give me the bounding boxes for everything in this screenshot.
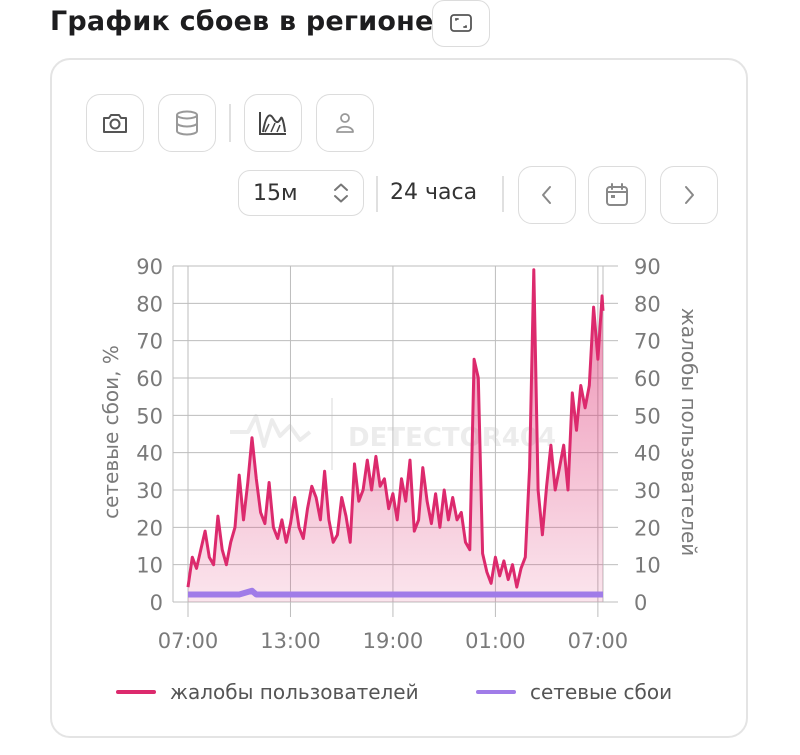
period-label: 24 часа [390,180,478,205]
user-view-button[interactable] [316,94,374,152]
screenshot-button[interactable] [86,94,144,152]
user-icon [336,113,354,133]
interval-value: 15м [253,180,298,206]
chevron-left-icon [542,186,551,204]
camera-icon [103,114,127,133]
data-source-button[interactable] [158,94,216,152]
toolbar-separator [229,104,231,142]
calendar-button[interactable] [588,166,646,224]
fullscreen-button[interactable] [432,0,490,47]
chevron-up-down-icon [334,183,348,203]
database-icon [176,110,198,136]
fullscreen-icon [450,13,472,32]
legend-swatch-complaints [116,690,156,694]
chart-mode-button[interactable] [244,94,302,152]
legend-label-complaints: жалобы пользователей [170,680,419,704]
legend-item-complaints[interactable]: жалобы пользователей [116,680,419,704]
legend-swatch-failures [476,690,516,694]
page-title: График сбоев в регионе [50,6,434,37]
next-period-button[interactable] [660,166,718,224]
toolbar-separator [502,176,504,212]
previous-period-button[interactable] [518,166,576,224]
legend-item-failures[interactable]: сетевые сбои [476,680,672,704]
toolbar-separator [376,176,378,212]
interval-select[interactable]: 15м [238,170,364,216]
calendar-icon [606,183,628,206]
chevron-right-icon [685,186,694,204]
chart-card: 15м 24 часа жалобы пользователей сетевые… [50,58,748,738]
area-chart-icon [259,112,286,135]
legend-label-failures: сетевые сбои [530,680,673,704]
